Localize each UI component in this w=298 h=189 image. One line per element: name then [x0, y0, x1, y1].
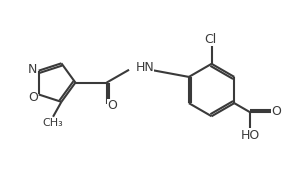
- Text: HO: HO: [241, 129, 260, 142]
- Text: N: N: [27, 63, 37, 76]
- Text: O: O: [28, 91, 38, 104]
- Text: O: O: [107, 99, 117, 112]
- Text: O: O: [272, 105, 282, 118]
- Text: Cl: Cl: [204, 33, 216, 46]
- Text: HN: HN: [136, 61, 154, 74]
- Text: CH₃: CH₃: [43, 118, 63, 128]
